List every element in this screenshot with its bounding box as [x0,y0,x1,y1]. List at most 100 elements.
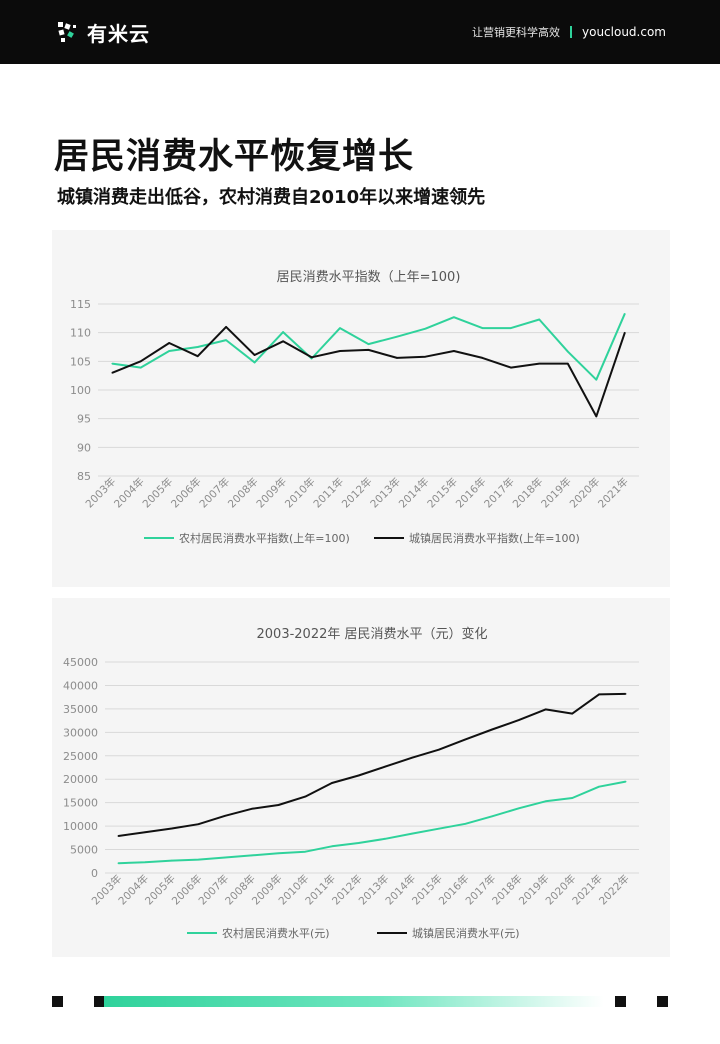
x-tick-label: 2018年 [510,475,546,511]
data-point [595,415,598,418]
top-bar: 有米云 让营销更科学高效 youcloud.com [0,0,720,64]
brand[interactable]: 有米云 [55,18,150,46]
legend-label: 城镇居民消费水平(元) [412,926,520,940]
consumption-level-chart: 2003-2022年 居民消费水平（元）变化 0 5000 10000 15000 200… [63,626,639,940]
urban-series-line [111,325,626,418]
x-tick-label: 2007年 [197,475,233,511]
x-tick-label: 2011年 [311,475,347,511]
rural-series-line [118,780,626,865]
footer-gradient-bar [104,996,604,1007]
x-tick-label: 2005年 [140,475,176,511]
y-tick-label: 45000 [63,656,98,669]
data-point [253,354,256,356]
x-tick-label: 2009年 [254,475,290,511]
page-subtitle: 城镇消费走出低谷，农村消费自2010年以来增速领先 [57,187,486,208]
data-point [544,800,547,803]
x-tick-label: 2021年 [595,475,631,511]
data-point [510,366,512,369]
brand-name: 有米云 [87,21,150,46]
data-point [225,326,227,328]
y-tick-label: 15000 [63,797,98,810]
data-point [225,339,227,341]
data-point [117,835,120,837]
data-point [571,712,574,715]
data-point [196,355,199,357]
data-point [567,362,569,365]
data-point [518,807,520,810]
data-point [384,765,387,768]
data-point [331,782,333,784]
data-point [367,349,370,351]
data-point [170,827,173,830]
urban-series-line [118,692,626,837]
data-point [251,807,253,810]
page-title: 居民消费水平恢复增长 [54,137,415,177]
x-tick-label: 2004年 [111,475,147,511]
data-point [437,827,440,830]
data-point [437,748,440,751]
y-tick-label: 100 [70,384,91,397]
data-point [453,350,455,352]
y-tick-label: 85 [77,470,91,483]
data-point [168,350,170,352]
y-tick-label: 90 [77,441,91,454]
data-point [367,343,370,345]
data-point [224,814,226,817]
data-point [197,858,200,861]
data-point [253,361,256,364]
data-point [491,728,493,731]
data-point [339,350,341,352]
data-point [623,331,626,334]
data-point [538,318,541,321]
data-point [571,797,574,799]
x-tick-label: 2010年 [282,475,318,511]
data-point [396,357,398,359]
data-point [424,355,427,358]
y-tick-label: 0 [91,867,98,880]
data-point [396,335,398,338]
data-point [464,738,467,741]
data-point [357,774,360,777]
data-point [424,327,427,330]
site-link[interactable]: youcloud.com [582,25,666,39]
data-point [144,861,146,864]
footer-square-right-2 [657,996,668,1007]
data-point [168,342,170,344]
data-point [196,346,199,348]
data-point [170,859,173,862]
x-tick-label: 2008年 [225,475,261,511]
footer-square-left-2 [94,996,105,1007]
data-point [464,822,467,825]
data-point [282,340,284,343]
data-point [481,327,484,329]
data-point [384,837,387,840]
data-point [411,756,413,759]
x-tick-label: 2012年 [339,475,375,511]
x-tick-label: 2020年 [567,475,603,511]
y-tick-label: 35000 [63,703,98,716]
data-point [304,795,307,798]
x-tick-label: 2013年 [368,475,404,511]
data-point [282,331,284,333]
data-point [510,327,512,329]
y-tick-label: 115 [70,298,91,311]
data-point [339,327,341,329]
data-point [411,832,413,835]
rural-series-line [112,313,626,381]
footer-square-right [615,996,626,1007]
footer-square-left [52,996,63,1007]
x-tick-label: 2017年 [481,475,517,511]
data-point [144,831,146,834]
data-point [544,708,547,711]
data-point [491,815,493,818]
chart-title: 居民消费水平指数（上年=100) [277,270,461,285]
data-point [357,842,360,844]
legend-label: 农村居民消费水平指数(上年=100) [179,531,350,545]
x-tick-label: 2019年 [538,475,574,511]
consumption-index-chart: 居民消费水平指数（上年=100)8590951001051101152003年2… [70,270,639,545]
y-tick-label: 25000 [63,750,98,763]
data-point [111,362,114,365]
y-tick-label: 95 [77,413,91,426]
data-point [624,780,627,783]
data-point [139,366,142,369]
